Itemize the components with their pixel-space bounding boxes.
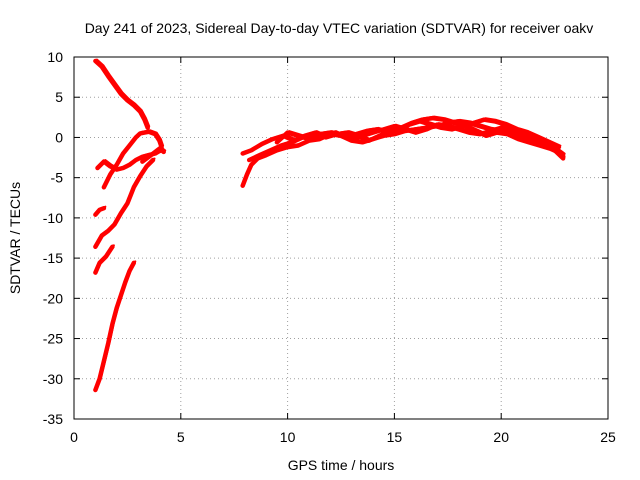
y-tick-label: -15	[43, 250, 63, 266]
y-tick-label: -10	[43, 210, 63, 226]
y-tick-label: -5	[51, 170, 64, 186]
series-trace-1	[93, 58, 150, 131]
series-trace-7-markers	[95, 260, 137, 390]
chart-title: Day 241 of 2023, Sidereal Day-to-day VTE…	[85, 20, 594, 36]
tick-layer	[73, 56, 609, 420]
y-tick-label: -25	[43, 331, 63, 347]
series-layer	[93, 58, 566, 393]
tick-label-layer: 0 5 10 15 20 25 -35 -30 -25 -20 -15 -10 -5 0 5 10	[43, 49, 616, 445]
series-trace-8-markers	[243, 118, 566, 186]
y-tick-label: 10	[47, 49, 63, 65]
series-trace-6-markers	[95, 244, 115, 273]
series-trace-7	[93, 260, 137, 393]
x-tick-label: 10	[280, 429, 296, 445]
y-tick-label: 0	[55, 129, 63, 145]
series-trace-1-markers	[95, 58, 151, 128]
x-axis-label: GPS time / hours	[288, 457, 395, 473]
y-tick-label: -20	[43, 290, 63, 306]
series-trace-11	[274, 122, 566, 161]
x-tick-label: 15	[387, 429, 403, 445]
x-tick-label: 0	[70, 429, 78, 445]
series-trace-11-markers	[277, 122, 566, 158]
grid-layer	[74, 57, 608, 419]
plot-frame	[73, 56, 609, 420]
y-tick-label: -35	[43, 411, 63, 427]
x-tick-label: 5	[177, 429, 185, 445]
series-trace-4-markers	[95, 205, 107, 215]
y-tick-label: -30	[43, 371, 63, 387]
series-trace-5-markers	[95, 157, 156, 247]
series-trace-3-markers	[104, 129, 165, 187]
x-tick-label: 25	[600, 429, 616, 445]
x-tick-label: 20	[493, 429, 509, 445]
y-axis-label: SDTVAR / TECUs	[7, 182, 23, 294]
y-tick-label: 5	[55, 89, 63, 105]
